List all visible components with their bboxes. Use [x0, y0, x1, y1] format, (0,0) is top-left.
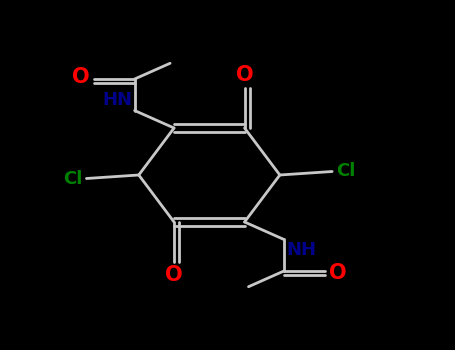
- Text: O: O: [165, 265, 183, 285]
- Text: NH: NH: [286, 241, 316, 259]
- Text: HN: HN: [102, 91, 132, 109]
- Text: Cl: Cl: [63, 169, 83, 188]
- Text: Cl: Cl: [336, 162, 355, 181]
- Text: O: O: [329, 263, 346, 283]
- Text: O: O: [236, 65, 253, 85]
- Text: O: O: [72, 67, 90, 87]
